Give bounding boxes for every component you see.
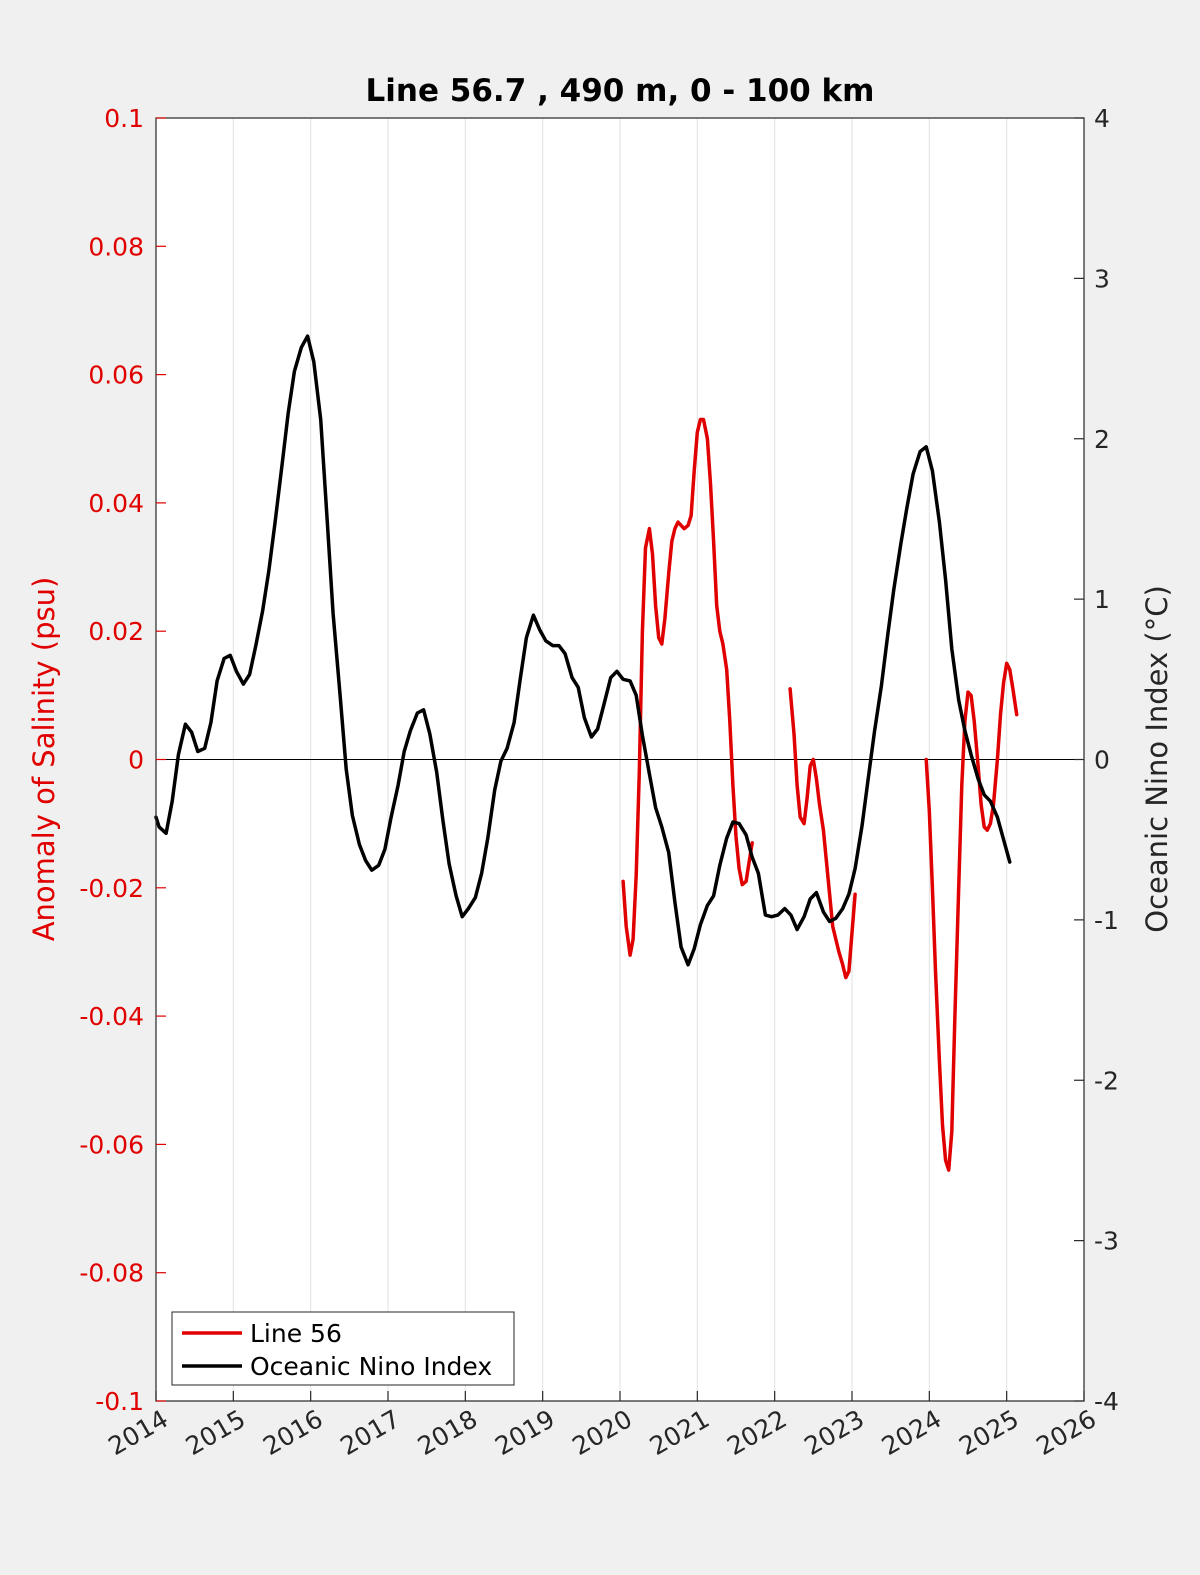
left-tick-label: 0	[128, 746, 144, 775]
series-layer	[154, 334, 1019, 1172]
right-tick-label: 4	[1094, 104, 1110, 133]
legend-box	[171, 1311, 515, 1386]
right-tick-label: 1	[1094, 585, 1110, 614]
right-tick-label: 2	[1094, 425, 1110, 454]
oni-line-segment	[154, 334, 1012, 967]
line56-line-segment	[621, 417, 754, 957]
right-tick-label: 0	[1094, 746, 1110, 775]
left-tick-label: -0.02	[79, 874, 144, 903]
chart-title: Line 56.7 , 490 m, 0 - 100 km	[366, 73, 875, 109]
left-tick-label: 0.02	[88, 617, 144, 646]
right-axis-ticks: 4 3 2 1 0 -1 -2 -3 -4	[1074, 104, 1119, 1416]
left-tick-label: 0.06	[88, 361, 144, 390]
right-tick-label: -1	[1094, 906, 1119, 935]
right-tick-label: -4	[1094, 1387, 1119, 1416]
line56-line-segment	[788, 687, 857, 980]
left-tick-label: 0.08	[88, 232, 144, 261]
right-tick-label: 3	[1094, 264, 1110, 293]
right-axis-label: Oceanic Nino Index (°C)	[1140, 585, 1174, 933]
left-tick-label: 0.1	[104, 104, 144, 133]
legend-label-oni: Oceanic Nino Index	[250, 1352, 492, 1381]
left-tick-label: -0.06	[79, 1130, 144, 1159]
line56-line-segment	[924, 661, 1019, 1172]
right-tick-label: -3	[1094, 1227, 1119, 1256]
left-tick-label: -0.08	[79, 1259, 144, 1288]
series-oni	[154, 334, 1012, 967]
left-axis-label: Anomaly of Salinity (psu)	[27, 577, 61, 942]
right-tick-label: -2	[1094, 1066, 1119, 1095]
legend-label-line56: Line 56	[250, 1319, 342, 1348]
legend: Line 56 Oceanic Nino Index	[171, 1311, 515, 1386]
left-tick-label: -0.04	[79, 1002, 144, 1031]
left-tick-label: 0.04	[88, 489, 144, 518]
left-axis-ticks: 0.1 0.08 0.06 0.04 0.02 0 -0.02 -0.04 -0.06 -0.08…	[79, 104, 166, 1416]
left-tick-label: -0.1	[95, 1387, 144, 1416]
series-line56	[621, 417, 1019, 1172]
